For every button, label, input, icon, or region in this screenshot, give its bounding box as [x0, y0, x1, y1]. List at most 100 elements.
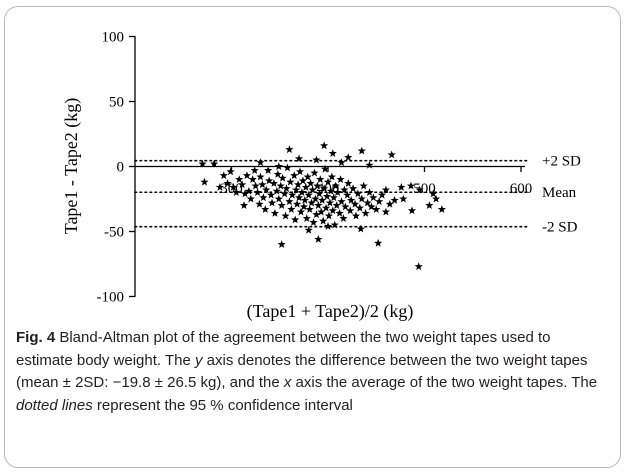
caption-x-word: x [283, 374, 292, 391]
data-point [294, 180, 303, 189]
data-point [390, 196, 399, 204]
data-point [261, 205, 270, 213]
data-point [277, 201, 286, 209]
data-point [276, 181, 285, 190]
y-tick-label: 50 [109, 95, 124, 111]
data-point [357, 194, 366, 203]
x-axis-label: (Tape1 + Tape2)/2 (kg) [247, 301, 414, 322]
data-point [215, 183, 225, 191]
data-point [374, 238, 383, 247]
data-point [336, 175, 345, 183]
data-point [269, 179, 279, 187]
caption-text: represent the 95 % confidence interval [92, 396, 353, 414]
data-point [244, 186, 253, 195]
data-point [287, 205, 296, 213]
caption-text: axis denotes the difference between the … [16, 351, 588, 392]
data-point [305, 205, 314, 213]
y-tick-label: 100 [102, 30, 125, 46]
data-point [300, 196, 309, 204]
data-point [200, 177, 209, 186]
data-point [253, 188, 262, 196]
data-point [255, 199, 264, 208]
data-point [375, 197, 384, 206]
data-point [429, 189, 438, 198]
data-point [356, 224, 365, 233]
y-tick-label: -50 [104, 225, 124, 241]
data-point [351, 211, 361, 220]
data-point [333, 188, 342, 196]
data-point [377, 190, 387, 199]
data-point [344, 179, 353, 187]
data-point [265, 176, 274, 185]
data-point [318, 196, 327, 204]
data-point [259, 193, 268, 202]
data-point [323, 222, 333, 230]
data-point [251, 181, 260, 190]
data-point [341, 202, 350, 211]
data-point [303, 172, 312, 181]
data-point [299, 202, 308, 211]
data-point [210, 159, 219, 168]
data-point [285, 145, 294, 154]
data-point [359, 181, 368, 190]
y-axis-label: Tape1 - Tape2 (kg) [61, 98, 82, 235]
data-point [198, 159, 207, 168]
data-point [343, 190, 352, 199]
data-point [314, 201, 323, 209]
data-point [328, 149, 337, 157]
data-point [331, 181, 340, 190]
data-point [277, 240, 286, 248]
data-point [295, 167, 305, 176]
data-point [414, 262, 423, 271]
caption-text: axis the average of the two weight tapes… [291, 374, 598, 391]
data-point [332, 201, 341, 209]
data-point [321, 164, 330, 173]
data-point [316, 175, 325, 183]
data-point [267, 198, 277, 207]
data-point [282, 184, 291, 193]
data-point [381, 185, 390, 194]
data-point [367, 202, 376, 211]
caption-text: Bland-Altman plot of the agreement betwe… [16, 329, 551, 369]
data-point [326, 186, 335, 195]
x-tick-label: 600 [510, 181, 533, 197]
data-point [320, 141, 329, 150]
data-point [288, 190, 297, 199]
data-point [301, 183, 310, 191]
data-point [297, 188, 307, 196]
data-point [321, 203, 331, 212]
data-point [223, 179, 232, 187]
data-point [385, 199, 394, 208]
data-point [339, 214, 348, 222]
data-point [274, 162, 283, 170]
data-point [365, 160, 374, 169]
data-point [266, 190, 276, 199]
data-point [315, 189, 324, 198]
data-point [270, 209, 280, 217]
data-point [431, 194, 441, 203]
data-point [407, 206, 417, 215]
reference-line-label: +2 SD [542, 154, 581, 170]
data-point [324, 211, 334, 220]
data-point [330, 220, 339, 229]
data-point [286, 177, 295, 186]
data-point [361, 209, 370, 217]
data-point [281, 211, 290, 220]
data-point [437, 205, 446, 213]
data-point [387, 150, 396, 159]
data-point [292, 185, 301, 194]
figure-frame [4, 6, 621, 468]
data-point [312, 155, 321, 164]
data-point [280, 189, 289, 198]
data-point [350, 199, 360, 208]
data-point [399, 194, 408, 203]
data-point [346, 206, 355, 215]
figure-label: Fig. 4 [16, 329, 56, 346]
data-point [298, 176, 307, 185]
data-point [226, 167, 235, 176]
y-tick-label: -100 [97, 290, 125, 306]
y-tick-label: 0 [117, 160, 125, 176]
data-point [235, 175, 244, 183]
data-point [239, 201, 249, 209]
data-point [304, 225, 313, 234]
